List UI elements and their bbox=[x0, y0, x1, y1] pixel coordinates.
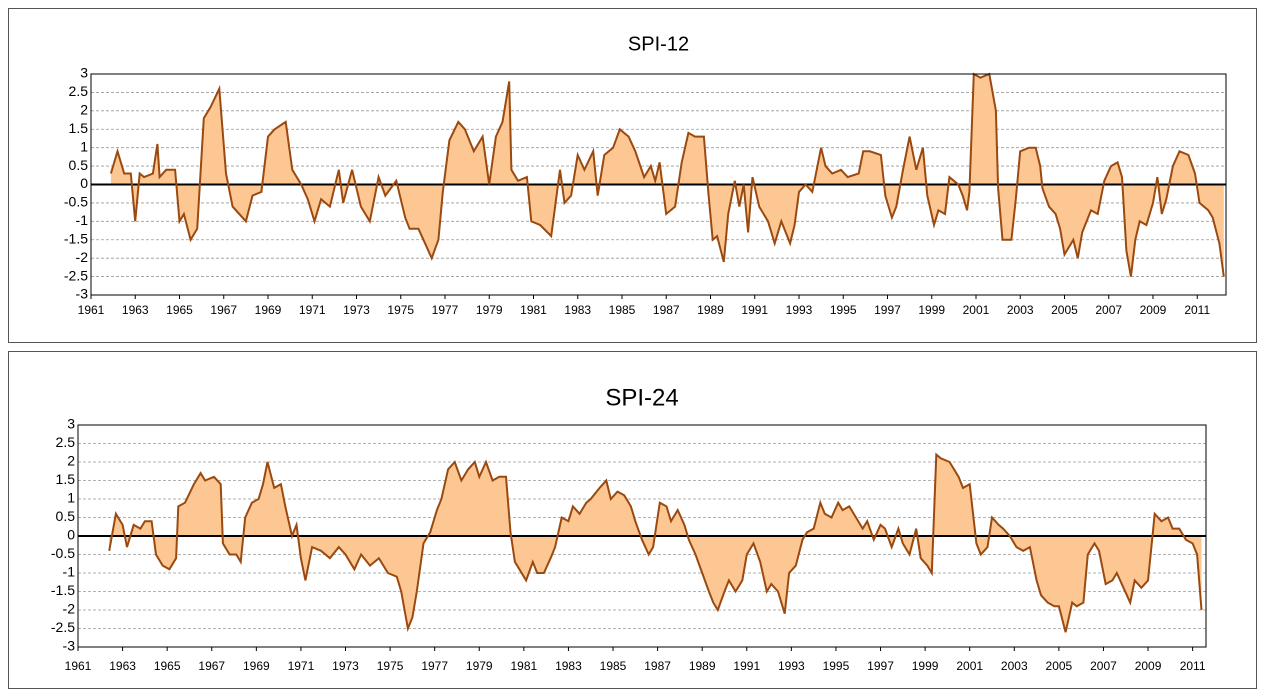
x-tick-label: 1999 bbox=[912, 659, 939, 673]
x-tick-label: 1971 bbox=[299, 303, 326, 317]
x-tick-label: 1995 bbox=[823, 659, 850, 673]
y-tick-label: -0.5 bbox=[64, 194, 88, 210]
x-tick-label: 1965 bbox=[166, 303, 193, 317]
x-tick-label: 1969 bbox=[243, 659, 270, 673]
x-tick-label: 1991 bbox=[733, 659, 760, 673]
x-tick-label: 1999 bbox=[918, 303, 945, 317]
x-tick-label: 1997 bbox=[874, 303, 901, 317]
y-tick-label: 1 bbox=[80, 138, 88, 154]
x-tick-label: 1967 bbox=[210, 303, 237, 317]
y-tick-label: 1.5 bbox=[69, 120, 89, 136]
x-tick-label: 2001 bbox=[956, 659, 983, 673]
y-tick-label: -0.5 bbox=[51, 545, 75, 561]
x-tick-label: 1975 bbox=[387, 303, 414, 317]
y-tick-label: 3 bbox=[80, 65, 88, 81]
y-tick-label: 2 bbox=[67, 453, 75, 469]
x-tick-label: 2003 bbox=[1001, 659, 1028, 673]
area-fill bbox=[109, 454, 1202, 633]
x-tick-label: 1987 bbox=[653, 303, 680, 317]
x-tick-label: 1985 bbox=[609, 303, 636, 317]
y-tick-label: 0.5 bbox=[56, 508, 76, 524]
x-tick-label: 1981 bbox=[520, 303, 547, 317]
x-tick-label: 2005 bbox=[1051, 303, 1078, 317]
y-tick-label: -1.5 bbox=[51, 582, 75, 598]
y-tick-label: 3 bbox=[67, 416, 75, 432]
x-tick-label: 1961 bbox=[65, 659, 92, 673]
x-tick-label: 1981 bbox=[510, 659, 537, 673]
x-tick-label: 2003 bbox=[1007, 303, 1034, 317]
chart-panel: SPI-12 -3 -2.5 -2 -1.5 -1 -0.5 0 0.5 1 1.5 2 2.5 3 196… bbox=[8, 8, 1257, 343]
y-tick-label: 1 bbox=[67, 490, 75, 506]
x-tick-label: 1991 bbox=[741, 303, 768, 317]
x-tick-label: 1973 bbox=[332, 659, 359, 673]
chart-panel: SPI-24 -3 -2.5 -2 -1.5 -1 -0.5 0 0.5 1 1.5 2 2.5 3 196… bbox=[8, 351, 1257, 689]
y-tick-label: 0.5 bbox=[69, 157, 89, 173]
x-tick-label: 1997 bbox=[867, 659, 894, 673]
x-tick-label: 1993 bbox=[786, 303, 813, 317]
y-tick-label: 2.5 bbox=[56, 434, 76, 450]
x-tick-label: 1977 bbox=[432, 303, 459, 317]
x-tick-label: 1985 bbox=[600, 659, 627, 673]
x-tick-label: 1995 bbox=[830, 303, 857, 317]
x-tick-label: 2011 bbox=[1184, 303, 1210, 317]
x-tick-label: 1993 bbox=[778, 659, 805, 673]
y-tick-label: -1 bbox=[63, 564, 76, 580]
x-tick-label: 1989 bbox=[697, 303, 724, 317]
x-tick-label: 2009 bbox=[1135, 659, 1162, 673]
y-tick-label: 0 bbox=[67, 527, 75, 543]
x-tick-label: 2009 bbox=[1140, 303, 1167, 317]
x-tick-label: 2007 bbox=[1090, 659, 1117, 673]
x-tick-label: 1963 bbox=[109, 659, 136, 673]
x-tick-label: 1983 bbox=[564, 303, 591, 317]
x-tick-label: 1975 bbox=[377, 659, 404, 673]
y-tick-label: -2.5 bbox=[51, 619, 75, 635]
y-tick-label: -2 bbox=[63, 601, 76, 617]
y-tick-label: -3 bbox=[76, 286, 89, 302]
series-line bbox=[109, 72, 1225, 277]
y-tick-label: -3 bbox=[63, 638, 76, 654]
x-tick-label: 1965 bbox=[154, 659, 181, 673]
chart-title: SPI-24 bbox=[605, 384, 678, 411]
plot-frame bbox=[90, 73, 1227, 296]
y-tick-label: 1.5 bbox=[56, 471, 76, 487]
x-tick-label: 1979 bbox=[466, 659, 493, 673]
x-tick-label: 1961 bbox=[78, 303, 105, 317]
y-tick-label: -2.5 bbox=[64, 267, 88, 283]
x-tick-label: 1963 bbox=[122, 303, 149, 317]
x-tick-label: 2001 bbox=[963, 303, 990, 317]
chart-title: SPI-12 bbox=[628, 33, 689, 55]
y-tick-label: -2 bbox=[76, 249, 89, 265]
y-tick-label: 0 bbox=[80, 175, 88, 191]
x-tick-label: 1979 bbox=[476, 303, 503, 317]
y-tick-label: -1.5 bbox=[64, 230, 88, 246]
plot-frame bbox=[77, 424, 1207, 648]
x-tick-label: 2011 bbox=[1180, 659, 1206, 673]
x-tick-label: 1973 bbox=[343, 303, 370, 317]
y-tick-label: -1 bbox=[76, 212, 89, 228]
x-tick-label: 1983 bbox=[555, 659, 582, 673]
x-tick-label: 1971 bbox=[288, 659, 315, 673]
y-tick-label: 2 bbox=[80, 102, 88, 118]
series-line bbox=[108, 452, 1203, 633]
x-tick-label: 1977 bbox=[421, 659, 448, 673]
x-tick-label: 1987 bbox=[644, 659, 671, 673]
x-tick-label: 2005 bbox=[1046, 659, 1073, 673]
x-tick-label: 2007 bbox=[1095, 303, 1122, 317]
x-tick-label: 1989 bbox=[689, 659, 716, 673]
x-tick-label: 1967 bbox=[198, 659, 225, 673]
y-tick-label: 2.5 bbox=[69, 83, 89, 99]
x-tick-label: 1969 bbox=[255, 303, 282, 317]
